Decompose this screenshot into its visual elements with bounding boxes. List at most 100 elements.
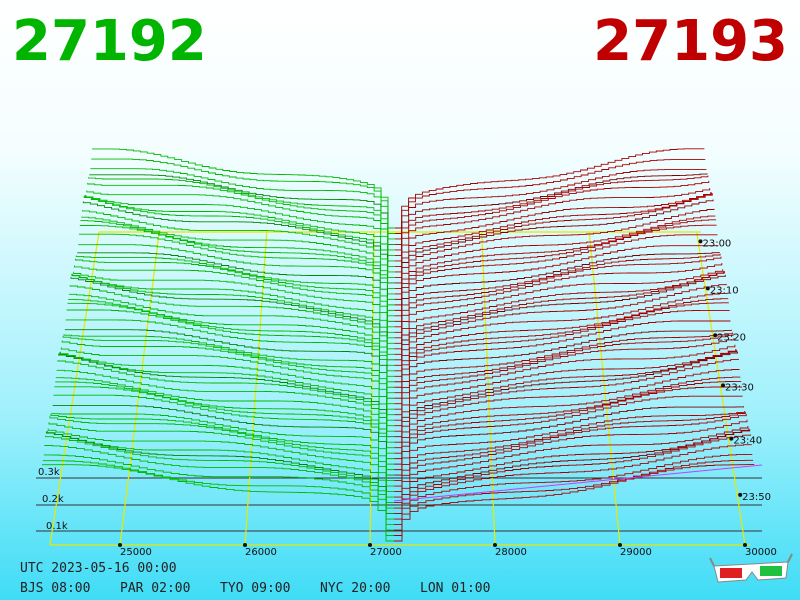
bid-depth-line bbox=[67, 302, 395, 383]
depth-rows bbox=[42, 148, 763, 542]
bid-depth-line bbox=[61, 340, 395, 416]
bid-depth-line bbox=[45, 431, 395, 514]
bid-depth-line bbox=[65, 319, 395, 394]
time-label: 23:40 bbox=[733, 436, 762, 447]
bid-depth-line bbox=[54, 386, 395, 465]
bid-depth-line bbox=[81, 216, 395, 295]
city-time: PAR 02:00 bbox=[120, 581, 190, 596]
floor bbox=[36, 231, 762, 546]
bid-depth-line bbox=[84, 195, 395, 273]
time-label: 23:00 bbox=[702, 238, 731, 249]
bid-depth-line bbox=[42, 460, 395, 536]
ask-depth-line bbox=[394, 411, 745, 482]
tick-dot bbox=[698, 239, 703, 244]
ask-depth-line bbox=[394, 395, 743, 471]
tick-dot bbox=[118, 543, 122, 547]
bid-depth-line bbox=[58, 353, 395, 438]
ask-depth-line bbox=[394, 406, 745, 476]
ask-depth-line bbox=[394, 338, 735, 416]
bid-depth-line bbox=[69, 285, 395, 366]
bid-depth-line bbox=[80, 220, 395, 300]
tick-dot bbox=[738, 492, 743, 497]
ask-depth-line bbox=[394, 219, 717, 300]
depth-label: 0.1k bbox=[46, 521, 68, 532]
ask-depth-line bbox=[394, 215, 716, 295]
ask-base-line bbox=[394, 464, 763, 502]
bid-depth-line bbox=[71, 273, 395, 355]
ask-depth-line bbox=[394, 329, 732, 399]
bid-depth-line bbox=[78, 233, 395, 311]
ask-depth-line bbox=[394, 274, 726, 361]
bid-depth-line bbox=[77, 252, 395, 322]
ask-depth-line bbox=[394, 292, 728, 372]
ask-depth-line bbox=[394, 298, 729, 377]
ask-depth-line bbox=[394, 429, 751, 514]
3d-glasses-icon[interactable] bbox=[709, 553, 793, 583]
price-grid-line bbox=[696, 231, 746, 546]
bid-depth-line bbox=[85, 195, 395, 267]
ask-depth-line bbox=[394, 148, 705, 229]
ask-depth-line bbox=[394, 351, 738, 438]
ask-depth-line bbox=[394, 358, 739, 443]
ask-depth-line bbox=[394, 208, 715, 289]
bid-depth-line bbox=[50, 414, 395, 487]
bid-depth-line bbox=[52, 405, 395, 476]
ask-depth-line bbox=[394, 188, 711, 262]
ask-depth-line bbox=[394, 413, 747, 493]
labels: 27192 27193 0.3k 0.2k 0.1k UTC 2023-05-1… bbox=[12, 9, 788, 596]
bid-depth-line bbox=[72, 273, 395, 350]
time-label: 23:50 bbox=[742, 492, 771, 503]
tick-dot bbox=[493, 543, 497, 547]
ask-depth-line bbox=[394, 159, 706, 234]
ask-depth-line bbox=[394, 302, 729, 383]
ask-depth-line bbox=[394, 245, 719, 317]
bid-depth-line bbox=[70, 276, 395, 361]
bid-depth-line bbox=[74, 258, 395, 333]
ask-depth-line bbox=[394, 349, 737, 427]
ask-depth-line bbox=[394, 175, 709, 251]
ask-depth-line bbox=[394, 333, 734, 410]
bid-depth-line bbox=[92, 148, 395, 229]
ask-depth-line bbox=[394, 169, 707, 240]
bid-depth-line bbox=[73, 271, 395, 344]
ask-depth-line bbox=[394, 426, 749, 504]
ask-depth-line bbox=[394, 376, 741, 454]
ask-depth-line bbox=[394, 434, 751, 520]
city-time: TYO 09:00 bbox=[220, 581, 290, 596]
price-grid-line bbox=[244, 231, 268, 546]
bid-depth-line bbox=[59, 352, 395, 432]
bid-price: 27192 bbox=[12, 9, 207, 74]
bid-depth-line bbox=[48, 422, 395, 498]
ask-depth-line bbox=[394, 193, 713, 278]
bid-depth-line bbox=[87, 182, 395, 256]
bid-depth-line bbox=[55, 377, 395, 454]
bid-depth-line bbox=[83, 195, 395, 278]
ask-depth-line bbox=[394, 192, 711, 267]
price-label: 26000 bbox=[245, 547, 277, 558]
ask-depth-line bbox=[394, 253, 721, 328]
bid-depth-line bbox=[49, 416, 395, 493]
bid-depth-line bbox=[51, 412, 395, 482]
city-time: NYC 20:00 bbox=[320, 581, 390, 596]
price-label: 30000 bbox=[745, 547, 777, 558]
ask-depth-line bbox=[394, 234, 718, 311]
bid-depth-line bbox=[86, 190, 395, 262]
bid-depth-line bbox=[81, 210, 395, 289]
ask-depth-line bbox=[394, 444, 752, 525]
price-grid-line bbox=[588, 231, 621, 546]
bid-depth-line bbox=[68, 293, 395, 372]
tick-dot bbox=[729, 436, 734, 441]
bid-depth-line bbox=[75, 255, 395, 328]
ask-depth-line bbox=[394, 256, 722, 333]
ask-depth-line bbox=[394, 320, 731, 394]
time-label: 23:20 bbox=[717, 332, 746, 343]
ask-depth-line bbox=[394, 283, 727, 366]
tick-dot bbox=[743, 543, 747, 547]
depth-label: 0.2k bbox=[42, 494, 64, 505]
city-time: LON 01:00 bbox=[420, 581, 490, 596]
price-label: 25000 bbox=[120, 547, 152, 558]
bid-depth-line bbox=[60, 347, 395, 421]
ask-depth-line bbox=[394, 344, 736, 421]
ask-depth-line bbox=[394, 369, 740, 449]
